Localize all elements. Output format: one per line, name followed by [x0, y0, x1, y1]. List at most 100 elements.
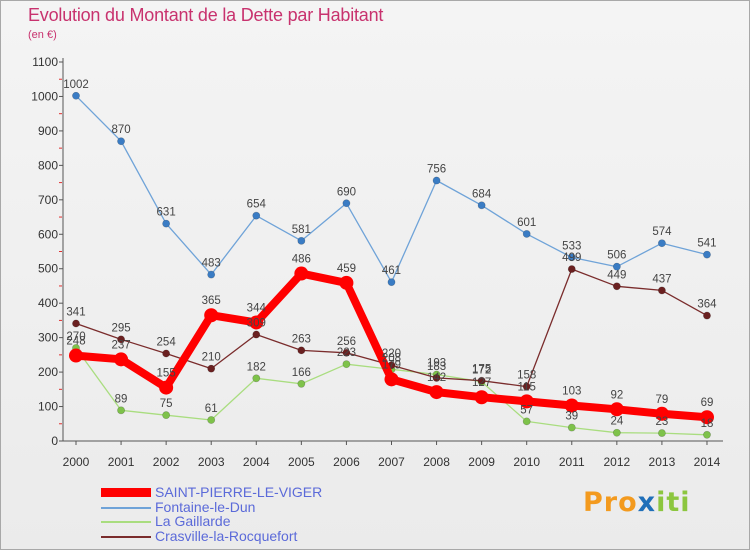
x-tick-label: 2001	[108, 455, 135, 469]
x-tick-label: 2012	[603, 455, 630, 469]
data-label: 24	[610, 416, 623, 428]
data-label: 541	[697, 238, 716, 250]
data-point-fontaine-le-dun	[387, 278, 396, 287]
data-label: 127	[472, 377, 491, 389]
data-point-saint-pierre-le-viger	[294, 266, 309, 281]
data-label: 309	[247, 318, 266, 330]
logo-part: x	[637, 487, 657, 518]
y-tick-label: 500	[38, 262, 58, 276]
data-label: 39	[565, 411, 578, 423]
data-label: 210	[202, 352, 221, 364]
data-point-saint-pierre-le-viger	[429, 385, 444, 400]
legend-swatch	[101, 488, 151, 497]
data-point-la-gaillarde	[342, 360, 351, 369]
x-tick-label: 2002	[153, 455, 180, 469]
x-tick-label: 2014	[694, 455, 721, 469]
y-tick-label: 1100	[32, 55, 58, 69]
data-point-saint-pierre-le-viger	[474, 390, 489, 405]
data-point-crasville-la-rocquefort	[207, 364, 216, 373]
data-label: 158	[517, 370, 536, 382]
data-label: 223	[337, 347, 356, 359]
data-label: 365	[202, 295, 221, 307]
data-label: 182	[247, 361, 266, 373]
data-label: 248	[66, 336, 85, 348]
y-tick-label: 400	[38, 296, 58, 310]
data-point-fontaine-le-dun	[567, 253, 576, 262]
y-tick-label: 1000	[31, 89, 58, 103]
legend-swatch	[101, 521, 151, 523]
data-point-saint-pierre-le-viger	[519, 394, 534, 409]
data-point-fontaine-le-dun	[522, 230, 531, 238]
data-point-fontaine-le-dun	[612, 262, 621, 271]
data-point-crasville-la-rocquefort	[252, 330, 261, 339]
data-label: 183	[427, 361, 446, 373]
data-point-saint-pierre-le-viger	[204, 308, 219, 323]
data-label: 92	[610, 389, 623, 401]
data-label: 179	[382, 359, 401, 371]
data-point-la-gaillarde	[252, 374, 261, 383]
data-point-saint-pierre-le-viger	[159, 380, 174, 395]
data-label: 364	[697, 299, 717, 311]
data-point-crasville-la-rocquefort	[567, 265, 576, 273]
data-point-crasville-la-rocquefort	[477, 376, 486, 385]
data-label: 483	[202, 258, 221, 270]
data-point-la-gaillarde	[207, 416, 216, 424]
proxiti-logo: Proxiti	[583, 487, 691, 518]
data-point-fontaine-le-dun	[432, 176, 441, 185]
data-point-la-gaillarde	[297, 379, 306, 388]
data-point-crasville-la-rocquefort	[522, 382, 531, 391]
logo-part: iti	[656, 487, 691, 518]
data-point-crasville-la-rocquefort	[117, 335, 125, 344]
data-label: 237	[111, 339, 130, 351]
y-tick-label: 200	[38, 365, 58, 379]
data-point-crasville-la-rocquefort	[432, 374, 441, 382]
y-tick-label: 900	[38, 124, 58, 138]
data-label: 103	[562, 386, 581, 398]
data-label: 79	[656, 394, 669, 406]
data-point-crasville-la-rocquefort	[658, 286, 666, 295]
data-label: 57	[520, 404, 533, 416]
data-point-fontaine-le-dun	[342, 199, 351, 208]
data-label: 344	[247, 302, 267, 314]
legend-label: SAINT-PIERRE-LE-VIGER	[155, 484, 323, 500]
data-label: 172	[472, 365, 491, 377]
legend-swatch	[101, 506, 151, 509]
data-label: 486	[292, 254, 311, 266]
data-label: 115	[518, 381, 536, 393]
data-label: 193	[427, 358, 446, 370]
data-label: 256	[337, 336, 356, 348]
y-tick-label: 300	[38, 331, 58, 345]
data-label: 61	[205, 403, 218, 415]
data-point-fontaine-le-dun	[658, 239, 666, 248]
data-point-crasville-la-rocquefort	[297, 346, 306, 355]
y-tick-label: 600	[38, 227, 58, 241]
data-label: 461	[382, 265, 401, 277]
data-point-crasville-la-rocquefort	[72, 319, 80, 328]
data-label: 155	[157, 368, 176, 380]
data-label: 341	[66, 307, 85, 319]
x-tick-label: 2000	[63, 455, 90, 469]
data-label: 459	[337, 263, 356, 275]
data-point-fontaine-le-dun	[117, 137, 125, 146]
chart-title: Evolution du Montant de la Dette par Hab…	[28, 5, 384, 25]
data-point-fontaine-le-dun	[162, 219, 171, 228]
data-point-saint-pierre-le-viger	[564, 398, 579, 413]
data-point-la-gaillarde	[703, 430, 711, 439]
x-tick-label: 2013	[649, 455, 676, 469]
legend-label: Crasville-la-Rocquefort	[155, 527, 298, 544]
data-label: 870	[111, 124, 130, 136]
data-label: 756	[427, 164, 446, 176]
x-tick-label: 2004	[243, 455, 270, 469]
data-label: 166	[292, 367, 311, 379]
data-label: 220	[382, 348, 401, 360]
data-point-saint-pierre-le-viger	[114, 352, 129, 367]
data-point-saint-pierre-le-viger	[654, 406, 669, 421]
data-point-fontaine-le-dun	[252, 211, 261, 220]
data-label: 574	[652, 226, 672, 238]
data-label: 437	[652, 273, 671, 285]
x-tick-label: 2006	[333, 455, 360, 469]
data-label: 654	[247, 199, 267, 211]
data-point-fontaine-le-dun	[297, 236, 306, 245]
